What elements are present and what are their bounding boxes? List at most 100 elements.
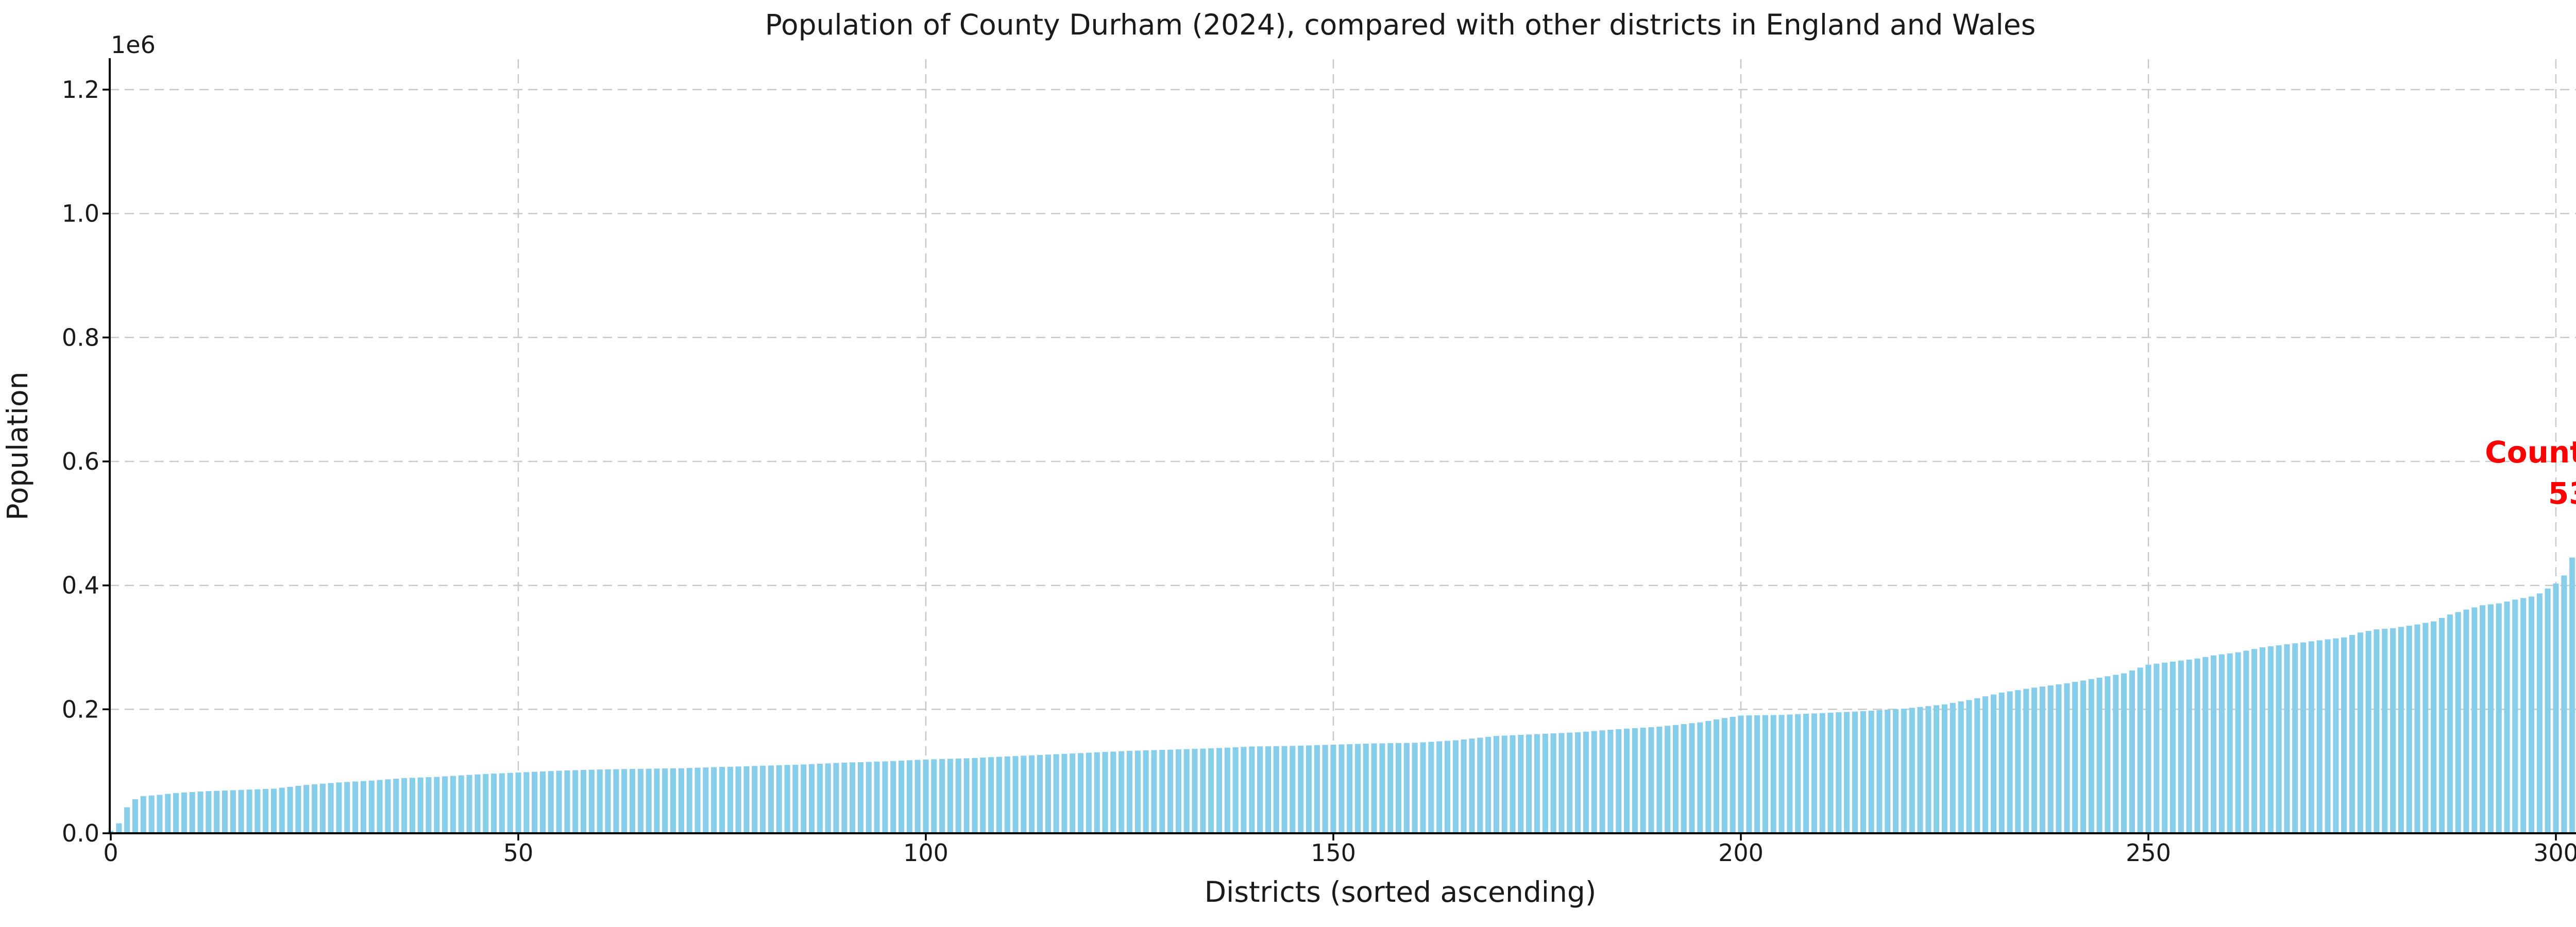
bar bbox=[1371, 743, 1377, 833]
bar bbox=[1819, 713, 1825, 833]
bar bbox=[2129, 670, 2135, 833]
bar bbox=[947, 759, 953, 833]
bar bbox=[1901, 709, 1907, 833]
bar bbox=[2300, 642, 2307, 833]
bar bbox=[1526, 734, 1532, 833]
bar bbox=[458, 775, 464, 833]
bar bbox=[1624, 728, 1630, 833]
bar bbox=[417, 777, 423, 833]
bar bbox=[1306, 745, 1312, 833]
bar bbox=[1607, 730, 1614, 833]
bar bbox=[2512, 599, 2518, 833]
bar bbox=[132, 799, 138, 833]
bar bbox=[955, 758, 961, 833]
bar bbox=[1697, 722, 1703, 833]
bar bbox=[1925, 706, 1931, 833]
bar bbox=[1950, 702, 1956, 833]
bar bbox=[2113, 675, 2119, 833]
bar bbox=[1061, 753, 1067, 833]
y-tick-label: 0.4 bbox=[62, 572, 99, 599]
bar bbox=[2455, 612, 2461, 833]
bar bbox=[2031, 688, 2038, 833]
bar bbox=[2341, 637, 2347, 833]
bar bbox=[393, 779, 399, 833]
bar bbox=[1827, 712, 1834, 833]
bar bbox=[303, 785, 310, 833]
bar bbox=[1004, 756, 1010, 833]
bar bbox=[2267, 646, 2274, 833]
y-tick-label: 0.2 bbox=[62, 695, 99, 723]
bar bbox=[874, 761, 880, 833]
bar bbox=[996, 757, 1002, 833]
bar bbox=[523, 772, 530, 833]
bar bbox=[857, 762, 863, 833]
bar bbox=[2162, 662, 2168, 833]
bar bbox=[1778, 715, 1785, 833]
bar bbox=[899, 761, 905, 833]
bar bbox=[963, 758, 970, 833]
bar bbox=[2382, 628, 2388, 833]
bar bbox=[344, 782, 350, 833]
y-axis-offset-label: 1e6 bbox=[111, 31, 156, 59]
bar bbox=[1029, 755, 1035, 833]
bar bbox=[515, 772, 521, 833]
bar bbox=[148, 795, 155, 833]
bar bbox=[1338, 744, 1345, 833]
bar bbox=[263, 789, 269, 833]
bar bbox=[735, 766, 741, 833]
bar bbox=[662, 768, 668, 833]
bar bbox=[2072, 682, 2078, 833]
bar bbox=[1836, 712, 1842, 833]
bar bbox=[1632, 728, 1638, 833]
bar bbox=[2569, 557, 2575, 833]
annotation-population-value: 538,011 bbox=[2548, 476, 2576, 511]
bar bbox=[694, 767, 701, 833]
bar bbox=[507, 772, 513, 833]
bar bbox=[1534, 734, 1540, 833]
bar bbox=[426, 777, 432, 833]
bar bbox=[1941, 704, 1947, 833]
bar bbox=[1958, 701, 1964, 833]
bar bbox=[833, 763, 839, 833]
bar bbox=[2243, 650, 2249, 833]
bar bbox=[1501, 735, 1507, 833]
bar bbox=[2121, 673, 2127, 833]
bar bbox=[1917, 707, 1923, 833]
bar bbox=[1412, 743, 1418, 833]
bar bbox=[2439, 617, 2445, 833]
bar bbox=[1762, 715, 1768, 833]
bar bbox=[825, 763, 831, 833]
bar bbox=[1689, 723, 1695, 833]
bar bbox=[377, 780, 383, 833]
bar bbox=[2431, 621, 2437, 833]
bar bbox=[1485, 736, 1492, 833]
bar bbox=[2504, 602, 2510, 833]
bar bbox=[1224, 747, 1230, 833]
bar bbox=[1436, 741, 1443, 833]
bar bbox=[686, 768, 692, 833]
bar bbox=[613, 769, 619, 833]
bar bbox=[1656, 727, 1663, 833]
bar bbox=[1868, 711, 1874, 833]
bar bbox=[1795, 714, 1801, 833]
bar bbox=[2471, 607, 2478, 833]
bar bbox=[1542, 733, 1548, 833]
bar bbox=[1216, 748, 1223, 833]
bar bbox=[1444, 741, 1450, 833]
bar bbox=[312, 784, 318, 833]
x-tick-label: 150 bbox=[1311, 839, 1356, 867]
bar bbox=[2325, 639, 2331, 833]
bar bbox=[1118, 751, 1125, 833]
bar bbox=[581, 770, 587, 833]
bar bbox=[564, 770, 570, 833]
bar bbox=[1998, 692, 2005, 833]
bar bbox=[1241, 747, 1247, 833]
bar bbox=[124, 807, 130, 833]
bar bbox=[1518, 734, 1524, 833]
bar bbox=[2105, 676, 2111, 833]
bar bbox=[2292, 643, 2298, 833]
bar bbox=[752, 766, 758, 833]
bar bbox=[1126, 751, 1132, 833]
bar bbox=[1787, 714, 1793, 833]
